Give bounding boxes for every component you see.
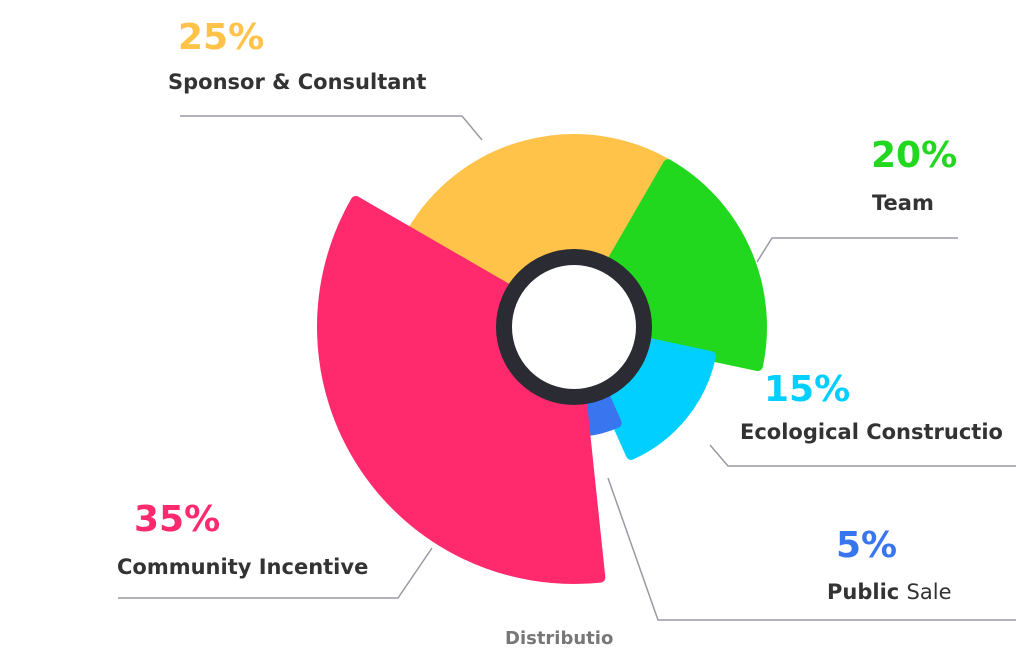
slice-public-sale-label: Public Sale — [827, 580, 951, 604]
slice-ecological-percent: 15% — [764, 369, 851, 410]
leader-lines — [118, 115, 1016, 621]
slice-public-sale-percent: 5% — [836, 525, 898, 566]
slice-community-label: Community Incentive — [117, 555, 369, 579]
cut-off-footer-text: Distributio — [505, 628, 614, 649]
leader-ecological — [709, 444, 1016, 467]
leader-sponsor — [180, 115, 483, 141]
slice-public-sale-label-light: Sale — [906, 580, 952, 604]
slice-sponsor-label: Sponsor & Consultant — [168, 70, 427, 94]
slice-team-label: Team — [872, 191, 934, 215]
leader-team — [756, 237, 958, 263]
slice-sponsor-percent: 25% — [178, 17, 265, 58]
leader-public-sale — [607, 477, 1016, 621]
slice-team-percent: 20% — [871, 135, 958, 176]
center-hole — [496, 249, 652, 405]
leader-community — [118, 547, 433, 599]
slice-community-percent: 35% — [134, 499, 221, 540]
slice-ecological-label: Ecological Constructio — [740, 420, 1003, 444]
slice-public-sale-label-bold: Public — [827, 580, 900, 604]
